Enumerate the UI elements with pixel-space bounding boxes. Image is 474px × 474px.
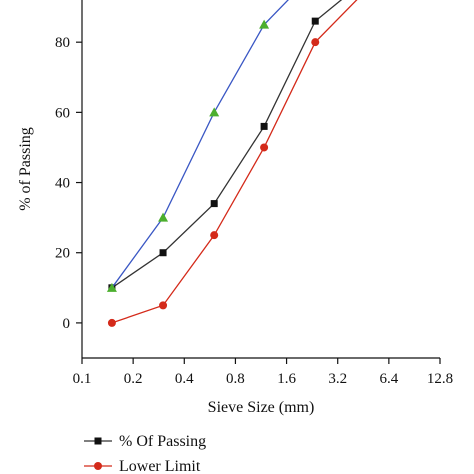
data-point: [311, 38, 320, 47]
data-point: [311, 17, 319, 25]
y-tick-label: 20: [55, 246, 70, 262]
data-point: [260, 143, 269, 152]
data-point: [159, 301, 168, 310]
legend-label: Lower Limit: [119, 458, 201, 474]
x-tick-label: 0.8: [226, 371, 245, 387]
legend-marker: [94, 462, 102, 470]
data-point: [210, 231, 219, 240]
series-1: [107, 0, 358, 327]
x-axis-ticks: 0.1 0.2 0.4 0.8 1.6 3.2 6.4 12.8: [73, 358, 453, 387]
x-tick-label: 1.6: [277, 371, 296, 387]
y-tick-label: 40: [55, 176, 70, 192]
legend-marker: [94, 437, 102, 445]
data-point: [209, 107, 220, 117]
data-point: [106, 282, 117, 292]
series-line: [111, 0, 358, 324]
data-point: [159, 249, 167, 257]
y-tick-label: 60: [55, 105, 70, 121]
x-tick-label: 0.1: [73, 371, 92, 387]
x-tick-label: 12.8: [427, 371, 453, 387]
legend-item: Lower Limit: [84, 458, 201, 474]
series-layer: [106, 0, 358, 327]
axes: [81, 0, 440, 359]
series-2: [106, 0, 289, 292]
y-tick-label: 0: [63, 316, 71, 332]
x-tick-label: 0.2: [124, 371, 143, 387]
legend-label: % Of Passing: [119, 433, 206, 450]
y-axis-ticks: 020406080100: [55, 35, 82, 332]
legend-item: % Of Passing: [84, 433, 206, 450]
x-tick-label: 6.4: [379, 371, 398, 387]
x-tick-label: 0.4: [175, 371, 194, 387]
x-axis-title: Sieve Size (mm): [208, 399, 315, 416]
data-point: [210, 200, 218, 208]
data-point: [259, 19, 270, 29]
y-axis-title: % of Passing: [17, 127, 34, 211]
data-point: [260, 122, 268, 130]
x-tick-label: 3.2: [328, 371, 347, 387]
y-tick-label: 80: [55, 35, 70, 51]
legend: % Of Passing Lower Limit: [84, 433, 206, 474]
data-point: [107, 318, 116, 327]
data-point: [158, 212, 169, 222]
